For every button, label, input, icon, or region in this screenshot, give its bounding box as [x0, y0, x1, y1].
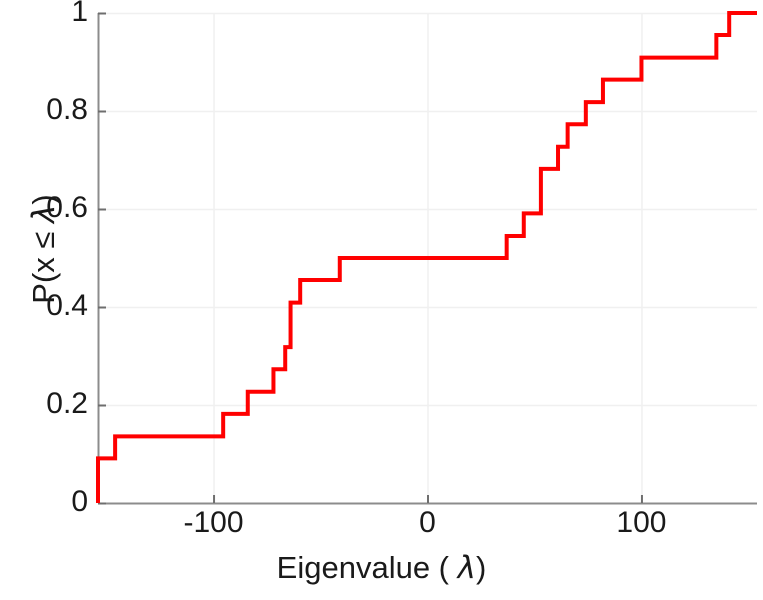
- y-tick-label: 0.4: [46, 289, 88, 322]
- x-tick-label: 100: [616, 506, 667, 539]
- cdf-step-curve: [96, 11, 757, 503]
- x-axis-label-lambda: λ: [457, 550, 476, 586]
- x-axis-label: Eigenvalue ( λ): [0, 552, 763, 584]
- y-axis-label-suffix: ): [26, 194, 61, 205]
- x-tick-label: -100: [183, 506, 244, 539]
- y-tick-label: 0.8: [46, 93, 88, 126]
- y-tick-label: 0: [71, 485, 88, 518]
- y-tick-label: 0.6: [46, 191, 88, 224]
- y-axis-label-prefix: P(x ≤: [26, 222, 61, 304]
- y-axis-label-lambda: λ: [26, 204, 62, 223]
- x-axis-label-suffix: ): [475, 550, 487, 585]
- x-axis-tick-marks: [213, 495, 643, 503]
- y-axis-label: P(x ≤ λ): [26, 99, 62, 399]
- y-tick-label: 1: [71, 0, 88, 28]
- x-axis-label-prefix: Eigenvalue (: [276, 550, 458, 585]
- x-tick-label: 0: [419, 506, 436, 539]
- y-axis-tick-marks: [98, 12, 106, 505]
- y-tick-label: 0.2: [46, 387, 88, 420]
